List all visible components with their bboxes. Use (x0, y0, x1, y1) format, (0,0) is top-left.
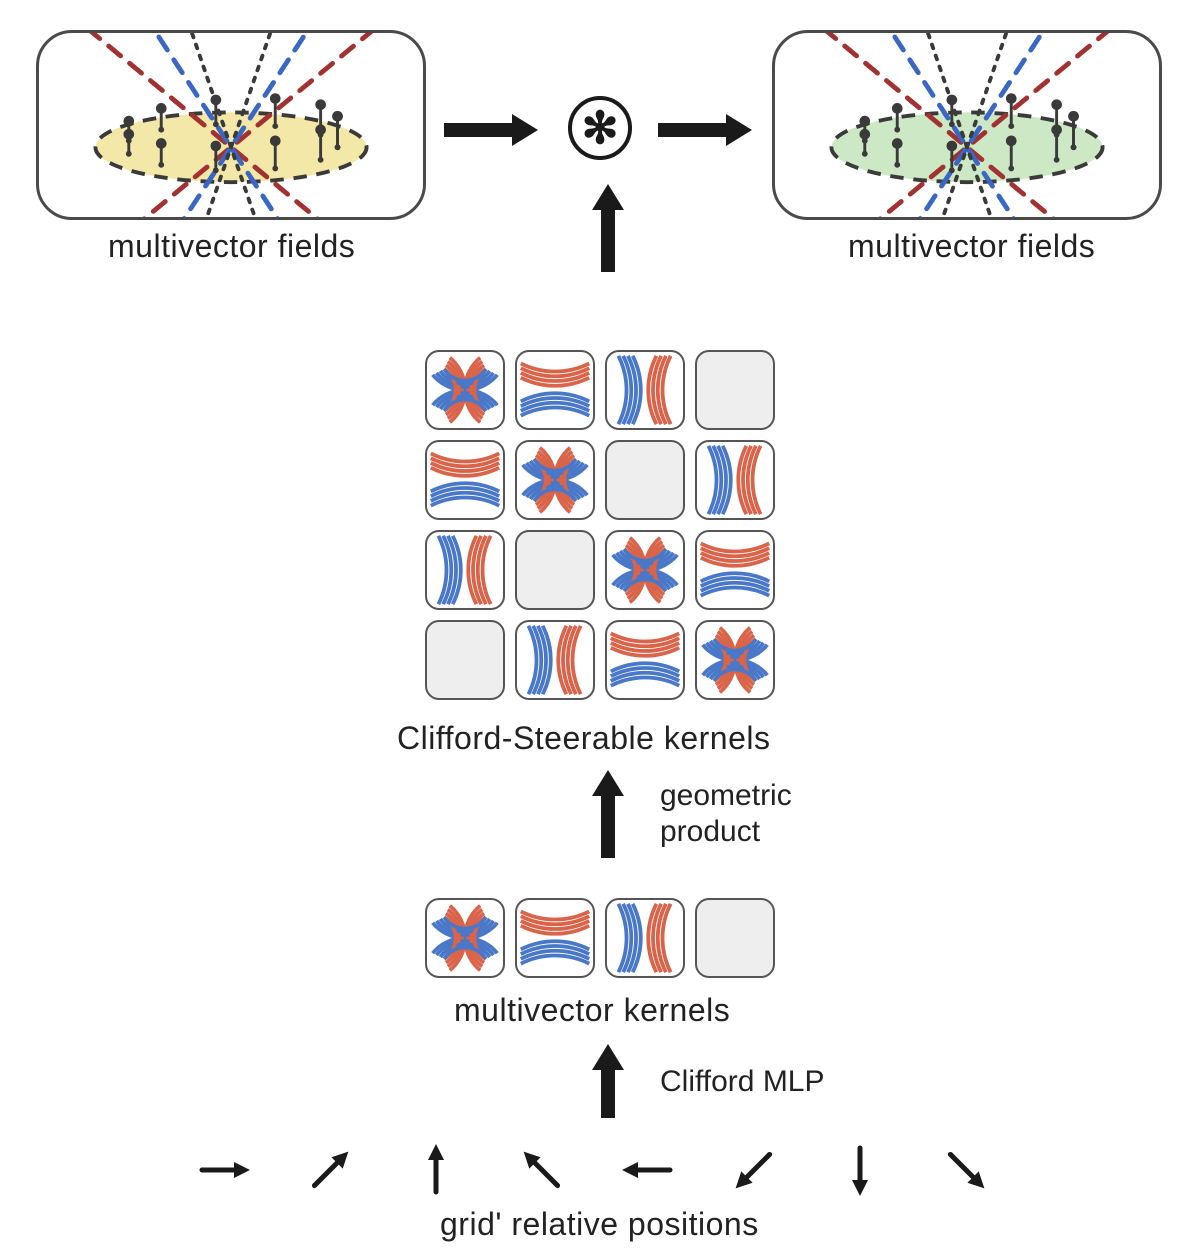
label-grid-positions: grid' relative positions (440, 1206, 759, 1243)
direction-arrow-icon (406, 1140, 466, 1200)
clifford-steerable-kernel-grid (425, 350, 775, 700)
direction-arrow-icon (512, 1140, 572, 1200)
direction-arrow-icon (194, 1140, 254, 1200)
label-geometric-product: geometric product (660, 778, 792, 850)
arrow-kernels-to-conv (588, 184, 628, 274)
kernel-tile (695, 440, 775, 520)
kernel-tile (425, 440, 505, 520)
kernel-tile (425, 530, 505, 610)
kernel-tile (425, 350, 505, 430)
kernel-tile (695, 350, 775, 430)
kernel-tile (605, 350, 685, 430)
label-clifford-mlp: Clifford MLP (660, 1064, 825, 1100)
kernel-tile (515, 530, 595, 610)
arrow-input-to-conv (442, 110, 538, 150)
label-multivector-fields-right: multivector fields (848, 228, 1095, 265)
direction-arrow-icon (300, 1140, 360, 1200)
kernel-tile (425, 898, 505, 978)
multivector-kernel-row (425, 898, 775, 978)
direction-arrow-icon (724, 1140, 784, 1200)
kernel-tile (515, 898, 595, 978)
kernel-tile (695, 530, 775, 610)
label-multivector-kernels: multivector kernels (454, 992, 730, 1029)
kernel-tile (695, 898, 775, 978)
multivector-field-input (36, 30, 426, 220)
kernel-tile (515, 620, 595, 700)
kernel-tile (605, 620, 685, 700)
multivector-field-output (772, 30, 1162, 220)
arrow-conv-to-output (656, 110, 752, 150)
arrow-clifford-mlp (588, 1044, 628, 1120)
convolution-operator-icon: ✻ (568, 96, 632, 160)
kernel-tile (605, 440, 685, 520)
arrow-geometric-product (588, 770, 628, 860)
kernel-tile (605, 898, 685, 978)
direction-arrow-icon (618, 1140, 678, 1200)
kernel-tile (515, 350, 595, 430)
direction-arrow-icon (936, 1140, 996, 1200)
kernel-tile (515, 440, 595, 520)
kernel-tile (425, 620, 505, 700)
direction-arrow-icon (830, 1140, 890, 1200)
kernel-tile (695, 620, 775, 700)
grid-relative-positions-icons (194, 1140, 996, 1200)
kernel-tile (605, 530, 685, 610)
label-clifford-steerable: Clifford-Steerable kernels (397, 720, 770, 757)
label-multivector-fields-left: multivector fields (108, 228, 355, 265)
